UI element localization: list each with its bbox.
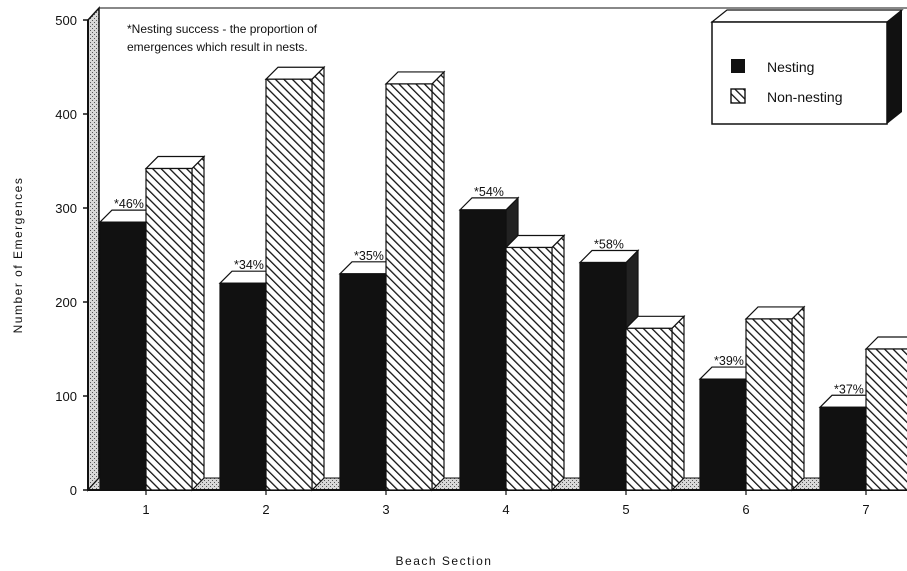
nesting-success-label: *58% bbox=[594, 238, 624, 252]
bar-non-nesting bbox=[144, 155, 206, 492]
bar-non-nesting bbox=[744, 305, 806, 492]
bar-non-nesting bbox=[624, 314, 686, 492]
legend: Nesting Non-nesting bbox=[710, 9, 904, 125]
x-tick-label: 6 bbox=[742, 502, 749, 517]
annotation-line-2: emergences which result in nests. bbox=[127, 40, 308, 54]
legend-box-side bbox=[887, 10, 902, 124]
bar-front bbox=[745, 318, 793, 491]
bar-front bbox=[625, 327, 673, 491]
x-tick-label: 1 bbox=[142, 502, 149, 517]
bar-side bbox=[791, 305, 805, 492]
bar-front bbox=[699, 378, 747, 491]
nesting-success-label: *34% bbox=[234, 258, 264, 272]
left-wall bbox=[87, 6, 100, 492]
legend-box-top bbox=[710, 9, 904, 23]
nesting-success-label: *35% bbox=[354, 249, 384, 263]
bar-non-nesting bbox=[264, 65, 326, 492]
bar-top bbox=[864, 336, 907, 350]
bar-front bbox=[339, 273, 387, 491]
bar-front bbox=[459, 209, 507, 491]
bar-side bbox=[311, 65, 325, 492]
y-tick-label: 0 bbox=[70, 483, 77, 498]
bar-front bbox=[145, 167, 193, 491]
legend-swatch-nesting bbox=[731, 59, 745, 73]
legend-label-non-nesting: Non-nesting bbox=[767, 89, 843, 105]
bar-front bbox=[265, 78, 313, 491]
y-tick-label: 100 bbox=[55, 389, 77, 404]
x-tick-label: 4 bbox=[502, 502, 509, 517]
bar-front bbox=[99, 221, 147, 491]
y-tick-label: 400 bbox=[55, 107, 77, 122]
bar-front bbox=[385, 83, 433, 491]
bar-side bbox=[431, 70, 445, 492]
bar-front bbox=[579, 261, 627, 491]
x-tick-label: 3 bbox=[382, 502, 389, 517]
x-axis-title: Beach Section bbox=[396, 554, 493, 568]
y-tick-label: 200 bbox=[55, 295, 77, 310]
bar-side bbox=[551, 234, 565, 492]
y-tick-label: 300 bbox=[55, 201, 77, 216]
y-tick-label: 500 bbox=[55, 13, 77, 28]
bar-front bbox=[819, 406, 867, 491]
nesting-success-label: *46% bbox=[114, 197, 144, 211]
legend-label-nesting: Nesting bbox=[767, 59, 814, 75]
x-tick-label: 2 bbox=[262, 502, 269, 517]
nesting-success-label: *37% bbox=[834, 382, 864, 396]
bar-front bbox=[219, 282, 267, 491]
legend-swatch-non-nesting bbox=[730, 88, 746, 104]
bar-nesting bbox=[98, 208, 160, 492]
bar-non-nesting bbox=[864, 336, 907, 491]
nesting-success-label: *39% bbox=[714, 354, 744, 368]
x-tick-label: 5 bbox=[622, 502, 629, 517]
bar-side bbox=[191, 155, 205, 492]
bar-side bbox=[671, 314, 685, 492]
bar-front bbox=[865, 348, 907, 491]
annotation-line-1: *Nesting success - the proportion of bbox=[127, 22, 318, 36]
y-axis-title: Number of Emergences bbox=[11, 177, 25, 334]
bar-non-nesting bbox=[504, 234, 566, 492]
x-tick-label: 7 bbox=[862, 502, 869, 517]
bar-non-nesting bbox=[384, 70, 446, 492]
bar-front bbox=[505, 246, 553, 491]
nesting-success-label: *54% bbox=[474, 185, 504, 199]
